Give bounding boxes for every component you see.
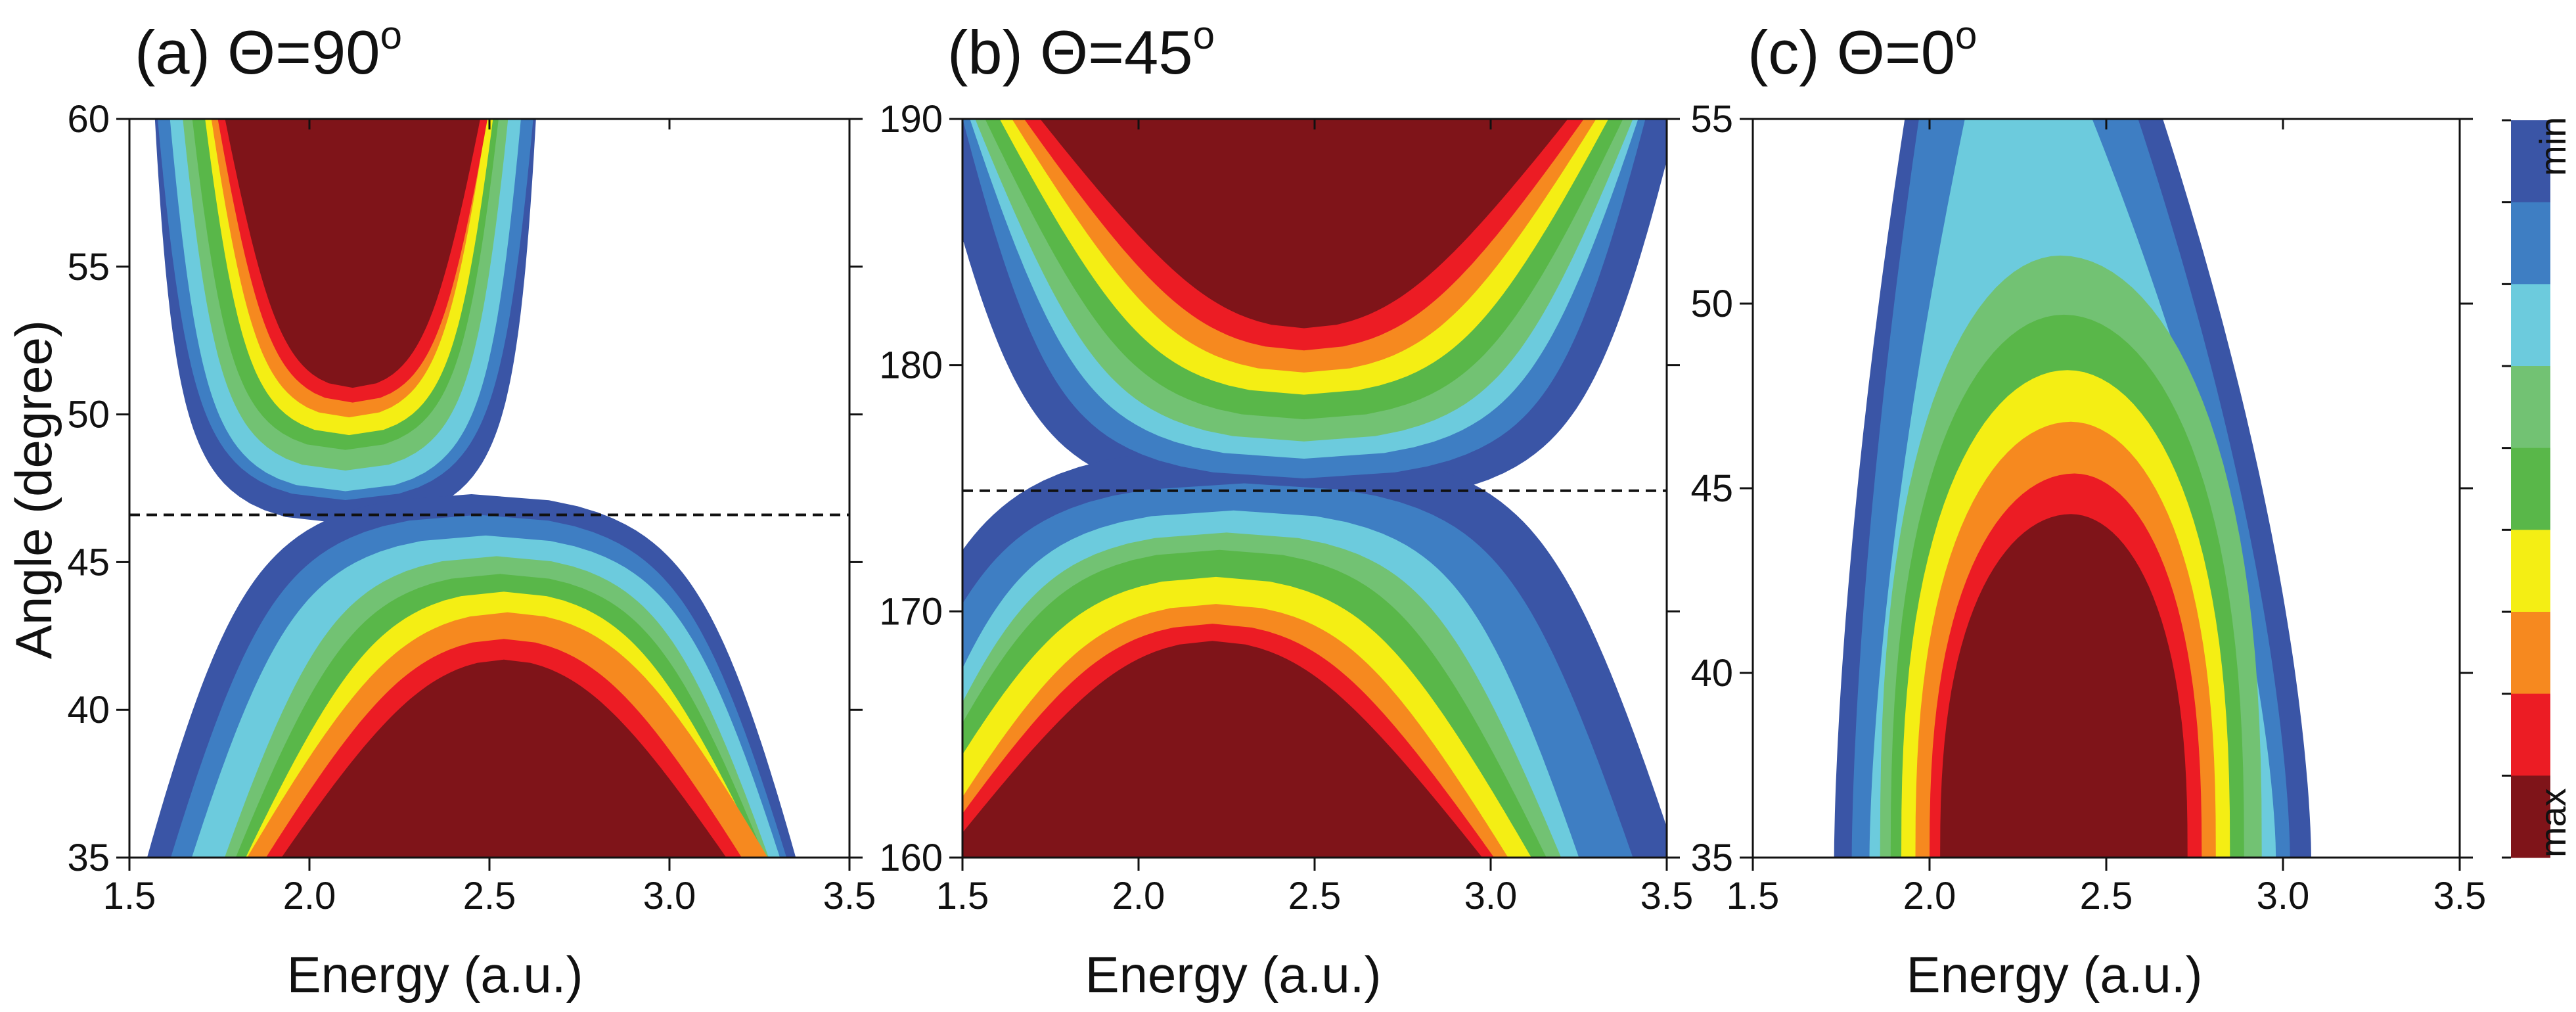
x-tick-label-a-4: 3.5 xyxy=(823,875,876,917)
y-tick-label-c-2: 45 xyxy=(1690,467,1733,510)
y-tick-label-c-0: 35 xyxy=(1690,837,1733,879)
colorbar-level-2 xyxy=(2511,284,2550,367)
panel-title-c: (c) Θ=0o xyxy=(1748,13,1977,87)
contour-band-upper-b-8 xyxy=(1040,119,1568,329)
panel-title-b: (b) Θ=45o xyxy=(947,13,1215,87)
y-tick-label-b-0: 160 xyxy=(879,837,943,879)
x-tick-label-b-0: 1.5 xyxy=(936,875,989,917)
colorbar-min-label: min xyxy=(2532,117,2573,176)
panel-a: 1.5 2.0 2.5 3.0 3.5 35 40 45 50 55 60 (a) Θ=90o En… xyxy=(67,13,876,1003)
x-tick-label-c-3: 3.0 xyxy=(2257,875,2310,917)
contour-band-lower-b-8 xyxy=(962,641,1483,858)
colorbar-level-8 xyxy=(2511,775,2550,858)
colorbar-level-7 xyxy=(2511,693,2550,776)
contour-bands-b xyxy=(962,119,1667,858)
axis-ticks-a: 1.5 2.0 2.5 3.0 3.5 35 40 45 50 55 60 xyxy=(67,98,876,917)
y-tick-label-b-2: 180 xyxy=(879,344,943,387)
plot-frame-a xyxy=(128,118,851,859)
y-tick-label-a-3: 50 xyxy=(67,394,110,436)
y-tick-label-a-1: 40 xyxy=(67,689,110,731)
y-tick-label-c-4: 55 xyxy=(1690,98,1733,141)
x-tick-label-b-4: 3.5 xyxy=(1640,875,1694,917)
y-tick-label-b-3: 190 xyxy=(879,98,943,141)
x-tick-label-a-1: 2.0 xyxy=(283,875,336,917)
contour-band-lower-a-8 xyxy=(281,659,727,858)
y-tick-label-c-1: 40 xyxy=(1690,652,1733,695)
y-tick-label-c-3: 50 xyxy=(1690,283,1733,325)
y-tick-label-a-2: 45 xyxy=(67,541,110,584)
colorbar-level-6 xyxy=(2511,612,2550,695)
colorbar-level-4 xyxy=(2511,448,2550,530)
y-tick-label-a-4: 55 xyxy=(67,246,110,288)
xlabel-c: Energy (a.u.) xyxy=(1907,946,2203,1003)
x-tick-label-a-0: 1.5 xyxy=(103,875,156,917)
x-tick-label-c-4: 3.5 xyxy=(2433,875,2487,917)
plot-frame-c xyxy=(1751,118,2461,859)
contour-bands-c xyxy=(1834,119,2311,858)
x-tick-label-b-2: 2.5 xyxy=(1288,875,1342,917)
x-tick-label-c-0: 1.5 xyxy=(1727,875,1780,917)
xlabel-a: Energy (a.u.) xyxy=(287,946,583,1003)
plot-frame-b xyxy=(961,118,1668,859)
axis-ticks-c: 1.5 2.0 2.5 3.0 3.5 35 40 45 50 55 xyxy=(1690,98,2486,917)
x-tick-label-a-3: 3.0 xyxy=(643,875,696,917)
y-tick-label-a-0: 35 xyxy=(67,837,110,879)
x-tick-label-b-3: 3.0 xyxy=(1464,875,1518,917)
y-tick-label-b-1: 170 xyxy=(879,590,943,633)
colorbar xyxy=(2502,119,2550,859)
colorbar-level-0 xyxy=(2511,120,2550,203)
x-tick-label-c-2: 2.5 xyxy=(2080,875,2133,917)
colorbar-level-1 xyxy=(2511,202,2550,285)
colorbar-level-5 xyxy=(2511,530,2550,612)
xlabel-b: Energy (a.u.) xyxy=(1085,946,1382,1003)
axis-ticks-b: 1.5 2.0 2.5 3.0 3.5 160 170 180 190 xyxy=(879,98,1693,917)
panel-b: 1.5 2.0 2.5 3.0 3.5 160 170 180 190 (b) Θ=45o En… xyxy=(879,13,1693,1003)
x-tick-label-b-1: 2.0 xyxy=(1112,875,1165,917)
x-tick-label-c-1: 2.0 xyxy=(1903,875,1956,917)
contour-band-c-8 xyxy=(1940,514,2188,858)
panel-c: 1.5 2.0 2.5 3.0 3.5 35 40 45 50 55 (c) Θ=0o Energ… xyxy=(1690,13,2486,1003)
panel-title-a: (a) Θ=90o xyxy=(135,13,402,87)
contour-band-upper-a-8 xyxy=(225,119,480,388)
y-tick-label-a-5: 60 xyxy=(67,98,110,141)
y-axis-label: Angle (degree) xyxy=(5,320,62,659)
contour-bands-a xyxy=(147,119,796,858)
colorbar-level-3 xyxy=(2511,366,2550,449)
x-tick-label-a-2: 2.5 xyxy=(463,875,516,917)
colorbar-max-label: max xyxy=(2532,788,2573,858)
